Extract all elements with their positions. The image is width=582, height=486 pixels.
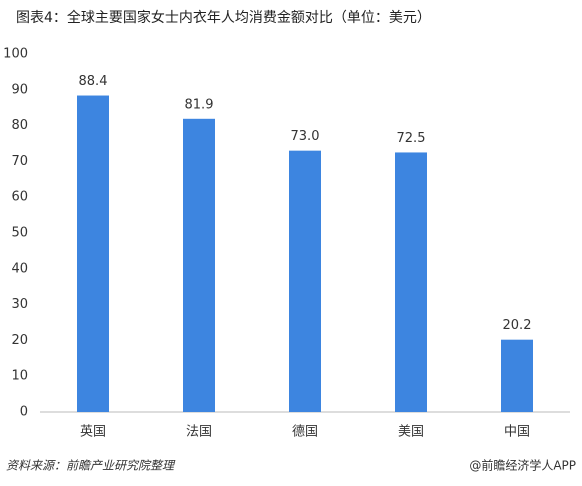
value-label: 81.9 (185, 97, 214, 112)
y-tick-label: 40 (11, 261, 28, 276)
y-tick-label: 80 (11, 118, 28, 133)
source-note: 资料来源：前瞻产业研究院整理 (6, 459, 176, 473)
chart-title: 图表4：全球主要国家女士内衣年人均消费金额对比（单位：美元） (16, 9, 431, 26)
value-label: 73.0 (291, 129, 320, 144)
bar (501, 339, 533, 412)
y-tick-label: 20 (11, 333, 28, 348)
x-tick-label: 英国 (80, 425, 106, 440)
x-tick-label: 法国 (186, 425, 212, 440)
bar (183, 118, 215, 412)
bar (289, 150, 321, 412)
x-tick-label: 中国 (504, 425, 530, 440)
y-tick-label: 60 (11, 190, 28, 205)
value-label: 20.2 (503, 318, 532, 333)
y-tick-label: 50 (11, 226, 28, 241)
y-tick-label: 90 (11, 82, 28, 97)
value-label: 88.4 (79, 74, 108, 89)
bar (395, 152, 427, 412)
value-label: 72.5 (397, 131, 426, 146)
x-tick-label: 德国 (292, 425, 318, 440)
y-tick-label: 10 (11, 369, 28, 384)
y-tick-label: 100 (3, 47, 28, 62)
bar (77, 95, 109, 412)
y-tick-label: 30 (11, 297, 28, 312)
credit: @前瞻经济学人APP (469, 458, 576, 473)
x-tick-label: 美国 (398, 425, 424, 440)
y-tick-label: 70 (11, 154, 28, 169)
y-tick-label: 0 (20, 405, 28, 420)
